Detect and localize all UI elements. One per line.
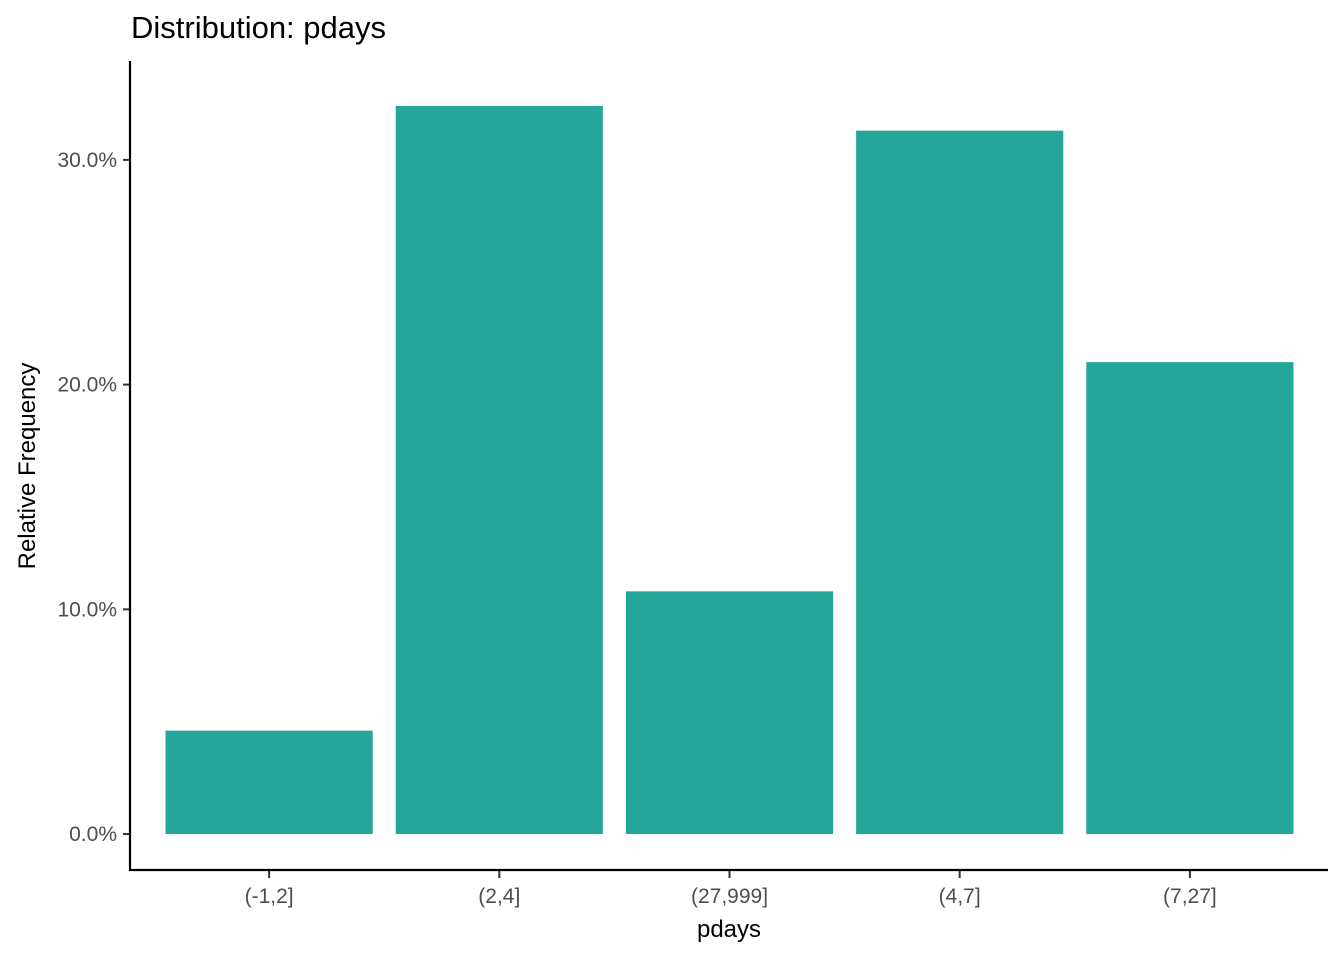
x-axis-title: pdays xyxy=(697,916,761,943)
x-tick-label: (7,27] xyxy=(1163,885,1217,908)
bar-(27,999] xyxy=(625,591,834,835)
x-tick-label: (27,999] xyxy=(691,885,768,908)
y-axis-title: Relative Frequency xyxy=(14,363,41,570)
chart-title: Distribution: pdays xyxy=(131,10,386,45)
x-tick-label: (2,4] xyxy=(478,885,520,908)
bar-(-1,2] xyxy=(165,730,373,835)
bar-(4,7] xyxy=(856,130,1064,835)
y-tick-label: 10.0% xyxy=(57,598,117,621)
bar-(7,27] xyxy=(1086,362,1294,835)
bars-group xyxy=(165,105,1294,835)
x-tick-label: (-1,2] xyxy=(245,885,294,908)
bar-(2,4] xyxy=(395,105,603,835)
y-tick-label: 30.0% xyxy=(57,149,117,172)
y-axis: 0.0% 10.0% 20.0% 30.0% xyxy=(57,149,130,846)
x-tick-label: (4,7] xyxy=(939,885,981,908)
y-tick-label: 20.0% xyxy=(57,374,117,397)
x-axis: (-1,2] (2,4] (27,999] (4,7] (7,27] xyxy=(245,871,1217,908)
y-tick-label: 0.0% xyxy=(69,823,117,846)
